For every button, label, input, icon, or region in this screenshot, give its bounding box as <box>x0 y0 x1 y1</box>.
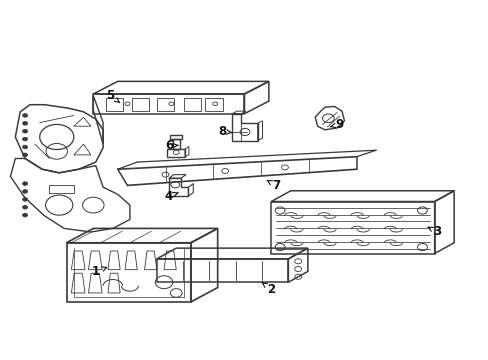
Text: 6: 6 <box>164 139 178 152</box>
Circle shape <box>22 114 27 117</box>
Circle shape <box>22 122 27 125</box>
Text: 1: 1 <box>92 265 106 278</box>
Text: 3: 3 <box>427 225 440 238</box>
Circle shape <box>22 137 27 141</box>
Text: 7: 7 <box>266 179 280 192</box>
Text: 8: 8 <box>218 125 232 138</box>
Circle shape <box>22 182 27 185</box>
Circle shape <box>22 213 27 217</box>
Text: 4: 4 <box>164 190 178 203</box>
Text: 9: 9 <box>329 118 343 131</box>
Circle shape <box>22 153 27 157</box>
Circle shape <box>22 145 27 149</box>
Text: 5: 5 <box>106 89 120 103</box>
Circle shape <box>22 198 27 201</box>
Circle shape <box>22 190 27 193</box>
Circle shape <box>22 206 27 209</box>
Circle shape <box>22 130 27 133</box>
Text: 2: 2 <box>262 283 275 296</box>
